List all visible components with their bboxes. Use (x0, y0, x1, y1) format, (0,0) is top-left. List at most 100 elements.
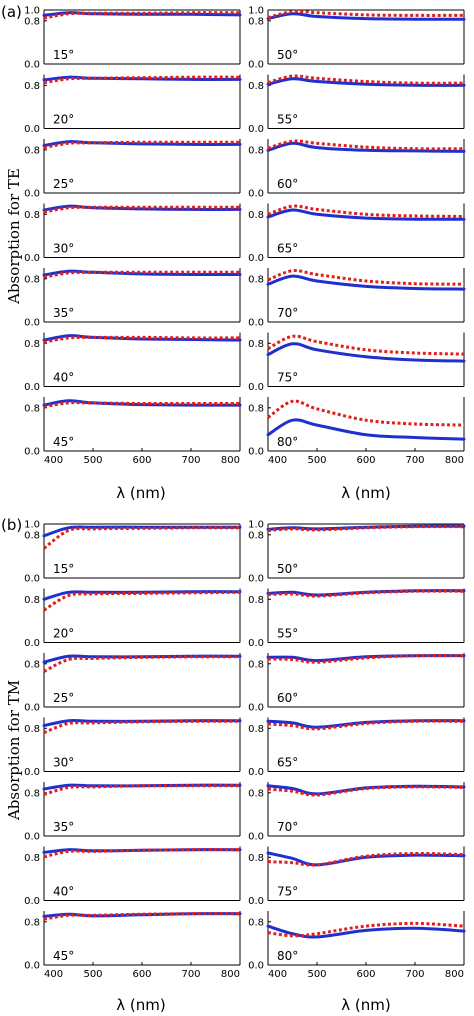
y-tick-label: 0.8 (248, 403, 264, 414)
angle-label: 35° (53, 306, 74, 320)
angle-label: 15° (53, 562, 74, 576)
series-dotted-line (267, 589, 465, 598)
x-tick-label: 700 (405, 969, 424, 980)
y-tick-label: 1.0 (248, 520, 264, 531)
series-solid-line (266, 924, 466, 939)
series-solid-line (266, 12, 466, 21)
angle-label: 55° (277, 113, 298, 127)
series-dotted-line (43, 719, 241, 735)
series-dotted-line (267, 204, 465, 218)
y-tick-label: 0.0 (248, 638, 264, 649)
chart-panel-tm-30deg: 0.0 0.8 30° (24, 717, 242, 778)
y-tick-label: 0.0 (248, 382, 264, 393)
chart-panel-tm-20deg: 0.0 0.8 20° (24, 588, 242, 649)
y-tick-label: 0.0 (24, 318, 40, 329)
x-tick-label: 800 (445, 455, 464, 466)
x-tick-label: 400 (44, 969, 63, 980)
angle-label: 75° (277, 885, 298, 899)
angle-label: 70° (277, 306, 298, 320)
series-dotted-line (43, 848, 241, 859)
y-tick-label: 0.0 (24, 382, 40, 393)
y-tick-label: 0.0 (24, 638, 40, 649)
series-solid-line (266, 141, 466, 153)
chart-panel-tm-55deg: 0.0 0.8 55° (248, 588, 466, 649)
chart-panel-tm-35deg: 0.0 0.8 35° (24, 782, 242, 843)
y-tick-label: 0.8 (248, 530, 264, 541)
angle-label: 45° (53, 949, 74, 963)
series-dotted-line (267, 269, 465, 286)
series-solid-line (266, 418, 466, 441)
y-tick-label: 0.8 (248, 16, 264, 27)
series-dotted-line (267, 74, 465, 85)
chart-panel-tm-75deg: 0.0 0.8 75° (248, 846, 466, 907)
x-axis-label-b-right: λ (nm) (341, 996, 390, 1014)
y-tick-label: 0.0 (248, 896, 264, 907)
chart-panel-te-55deg: 0.0 0.8 55° (248, 74, 466, 135)
chart-panel-te-40deg: 0.0 0.8 40° (24, 332, 242, 393)
angle-label: 40° (53, 371, 74, 385)
y-axis-label-a: Absorption for TE (5, 168, 23, 305)
series-dotted-line (43, 655, 241, 673)
chart-panel-te-15deg: 0.0 0.81.0 15° (24, 6, 242, 71)
x-tick-label: 600 (356, 969, 375, 980)
chart-panel-tm-65deg: 0.0 0.8 65° (248, 717, 466, 778)
y-tick-label: 0.0 (24, 832, 40, 843)
chart-panel-tm-50deg: 0.0 0.81.0 50° (248, 520, 466, 585)
angle-label: 20° (53, 113, 74, 127)
y-tick-label: 0.0 (248, 318, 264, 329)
angle-label: 70° (277, 820, 298, 834)
angle-label: 55° (277, 627, 298, 641)
chart-panel-te-70deg: 0.0 0.8 70° (248, 268, 466, 329)
series-dotted-line (43, 205, 240, 214)
y-tick-label: 0.0 (24, 896, 40, 907)
x-tick-label: 500 (83, 969, 102, 980)
angle-label: 75° (277, 371, 298, 385)
series-dotted-line (267, 399, 465, 427)
y-tick-label: 1.0 (24, 520, 40, 531)
angle-label: 25° (53, 691, 74, 705)
series-dotted-line (43, 590, 241, 612)
y-tick-label: 0.0 (24, 961, 40, 972)
y-tick-label: 0.8 (24, 210, 40, 221)
y-tick-label: 0.8 (24, 724, 40, 735)
chart-panel-tm-15deg: 0.0 0.81.0 15° (24, 520, 242, 585)
x-tick-label: 600 (132, 969, 151, 980)
series-solid-line (266, 208, 466, 221)
series-dotted-line (267, 785, 465, 797)
angle-label: 60° (277, 177, 298, 191)
chart-panel-tm-45deg: 0.0 0.8 400 500 600 700 800 45° (24, 911, 242, 980)
x-axis-label-a-right: λ (nm) (341, 484, 390, 502)
y-tick-label: 0.8 (24, 788, 40, 799)
y-tick-label: 0.8 (24, 274, 40, 285)
y-tick-label: 0.8 (24, 339, 40, 350)
angle-label: 50° (277, 562, 298, 576)
y-axis-label-b: Absorption for TM (5, 680, 23, 821)
x-tick-label: 700 (181, 969, 200, 980)
x-tick-label: 600 (356, 455, 375, 466)
series-dotted-line (267, 851, 465, 867)
chart-panel-te-30deg: 0.0 0.8 30° (24, 203, 242, 264)
x-tick-label: 500 (307, 969, 326, 980)
chart-panel-te-60deg: 0.0 0.8 60° (248, 139, 466, 200)
y-tick-label: 1.0 (24, 6, 40, 17)
x-tick-label: 400 (268, 455, 287, 466)
angle-label: 65° (277, 756, 298, 770)
y-tick-label: 0.8 (248, 145, 264, 156)
series-dotted-line (43, 11, 241, 20)
angle-label: 80° (277, 949, 298, 963)
series-dotted-line (43, 401, 240, 409)
chart-panel-te-35deg: 0.0 0.8 35° (24, 268, 242, 329)
series-dotted-line (267, 654, 465, 664)
y-tick-label: 1.0 (248, 6, 264, 17)
y-tick-label: 0.8 (24, 917, 40, 928)
chart-panel-tm-25deg: 0.0 0.8 25° (24, 653, 242, 714)
y-tick-label: 0.8 (24, 145, 40, 156)
angle-label: 40° (53, 885, 74, 899)
angle-label: 20° (53, 627, 74, 641)
y-tick-label: 0.8 (24, 81, 40, 92)
y-tick-label: 0.8 (248, 853, 264, 864)
x-tick-label: 800 (221, 969, 240, 980)
y-tick-label: 0.0 (248, 574, 264, 585)
